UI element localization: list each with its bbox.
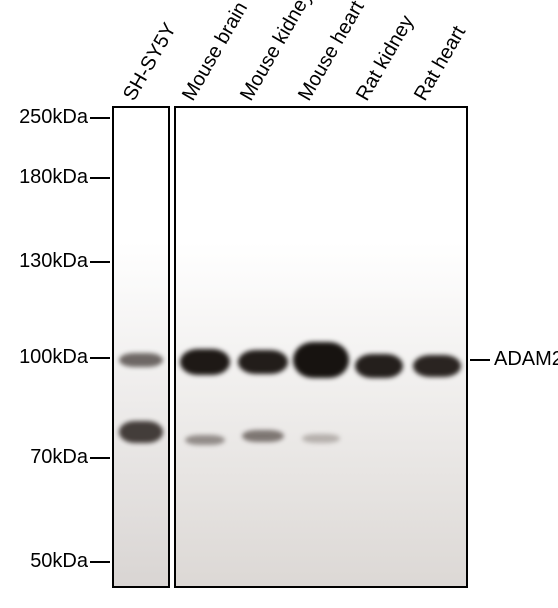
- band: [238, 350, 288, 374]
- band: [119, 353, 163, 367]
- protein-tick: [470, 359, 490, 361]
- panel-1: [112, 106, 170, 588]
- mw-label: 180kDa: [0, 166, 88, 189]
- band: [180, 349, 230, 375]
- band: [242, 430, 284, 442]
- mw-tick: [90, 561, 110, 563]
- blot-bg: [114, 108, 168, 586]
- band: [355, 354, 403, 378]
- mw-tick: [90, 117, 110, 119]
- lane-label: SH-SY5Y: [119, 19, 182, 105]
- band: [185, 435, 225, 445]
- mw-label: 130kDa: [0, 250, 88, 273]
- band: [119, 421, 163, 443]
- lane-label: Rat heart: [410, 22, 471, 105]
- band: [293, 342, 349, 378]
- mw-label: 70kDa: [0, 446, 88, 469]
- mw-label: 100kDa: [0, 346, 88, 369]
- mw-tick: [90, 457, 110, 459]
- mw-label: 50kDa: [0, 550, 88, 573]
- protein-label: ADAM22: [494, 348, 558, 371]
- band: [302, 434, 340, 443]
- lane-label: Rat kidney: [352, 12, 419, 105]
- mw-tick: [90, 357, 110, 359]
- mw-tick: [90, 177, 110, 179]
- figure-root: 250kDa 180kDa 130kDa 100kDa 70kDa 50kDa SH-SY5…: [0, 0, 558, 608]
- mw-label: 250kDa: [0, 106, 88, 129]
- band: [413, 355, 461, 377]
- mw-tick: [90, 261, 110, 263]
